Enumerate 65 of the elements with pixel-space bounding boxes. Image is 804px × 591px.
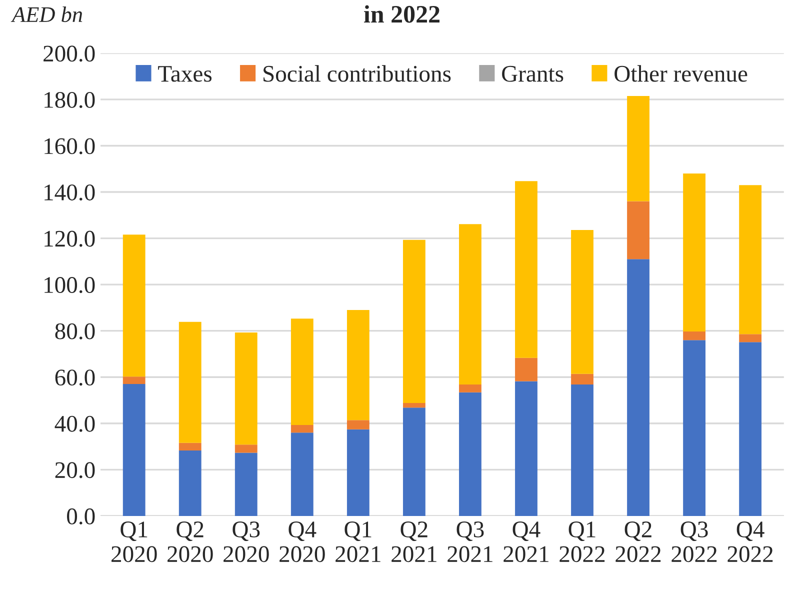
bar xyxy=(346,420,370,430)
bar xyxy=(402,403,426,408)
y-tick-label: 120.0 xyxy=(44,230,95,247)
x-tick-label: Q1 2022 xyxy=(560,522,605,562)
y-tick-label: 100.0 xyxy=(44,277,95,294)
y-tick-label: 80.0 xyxy=(55,323,95,340)
x-tick-label: Q2 2022 xyxy=(616,522,661,562)
y-tick-label: 160.0 xyxy=(44,138,95,154)
bar xyxy=(234,332,258,445)
bar xyxy=(346,310,370,420)
bar xyxy=(122,234,146,377)
bar xyxy=(178,442,202,450)
bar xyxy=(683,174,706,332)
legend-label: Other revenue xyxy=(614,65,748,82)
legend-label: Grants xyxy=(502,66,564,82)
y-tick-label: 0.0 xyxy=(67,508,95,524)
x-tick-label: Q2 2020 xyxy=(168,522,213,562)
x-tick-label: Q4 2021 xyxy=(504,522,548,562)
x-tick-label: Q1 2021 xyxy=(336,522,380,562)
bar xyxy=(234,444,258,453)
bar xyxy=(346,429,370,516)
bar xyxy=(683,332,706,340)
bar xyxy=(739,185,762,334)
bar xyxy=(459,384,482,392)
bar xyxy=(290,425,314,433)
x-tick-label: Q3 2020 xyxy=(224,522,269,562)
bar xyxy=(290,318,314,426)
x-tick-label: Q4 2022 xyxy=(728,522,773,562)
bar xyxy=(627,259,650,516)
bar xyxy=(683,340,706,516)
bar xyxy=(571,374,594,385)
bar xyxy=(402,408,426,516)
bar xyxy=(402,240,426,404)
y-tick-label: 180.0 xyxy=(44,92,95,108)
x-tick-label: Q1 2020 xyxy=(112,522,157,562)
bar xyxy=(627,96,650,202)
x-tick-label: Q4 2020 xyxy=(280,522,325,562)
bar xyxy=(178,322,202,443)
y-tick-label: 200.0 xyxy=(44,46,95,62)
bar xyxy=(739,342,762,516)
bar xyxy=(571,384,594,516)
y-axis-title: AED bn xyxy=(10,6,82,22)
bar xyxy=(515,358,538,382)
chart-title: in 2022 xyxy=(364,5,440,23)
bar xyxy=(234,452,258,516)
bar xyxy=(515,381,538,516)
bar xyxy=(178,450,202,516)
bar xyxy=(459,392,482,516)
bar xyxy=(122,376,146,384)
y-tick-label: 20.0 xyxy=(55,462,95,478)
y-tick-label: 60.0 xyxy=(55,370,95,386)
legend-label: Social contributions xyxy=(264,65,451,82)
y-tick-label: 40.0 xyxy=(54,416,95,432)
y-tick-label: 140.0 xyxy=(44,184,95,201)
bar xyxy=(571,230,594,374)
x-tick-label: Q3 2022 xyxy=(672,522,717,562)
legend-label: Taxes xyxy=(158,66,212,82)
bar xyxy=(627,201,650,260)
x-tick-label: Q3 2021 xyxy=(448,522,492,562)
x-tick-label: Q2 2021 xyxy=(392,522,436,562)
bar xyxy=(459,224,482,385)
bar xyxy=(290,432,314,516)
bar xyxy=(739,334,762,342)
bar xyxy=(515,181,538,358)
bar xyxy=(122,384,146,516)
